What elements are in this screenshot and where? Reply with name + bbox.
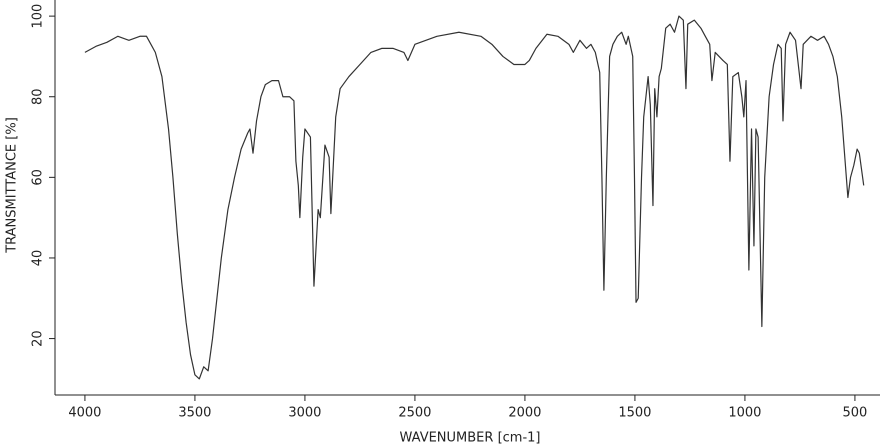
x-tick-label: 3000 bbox=[288, 406, 321, 421]
x-tick-label: 2500 bbox=[398, 406, 431, 421]
x-tick-label: 3500 bbox=[178, 406, 211, 421]
y-tick-label: 100 bbox=[30, 4, 45, 29]
x-tick-label: 2000 bbox=[508, 406, 541, 421]
x-axis-label: WAVENUMBER [cm-1] bbox=[400, 431, 541, 446]
y-axis-label: TRANSMITTANCE [%] bbox=[5, 117, 20, 254]
x-tick-label: 4000 bbox=[68, 406, 101, 421]
y-tick-label: 20 bbox=[31, 330, 46, 347]
y-tick-label: 40 bbox=[31, 250, 46, 267]
x-tick-label: 1000 bbox=[728, 406, 761, 421]
x-tick-label: 1500 bbox=[618, 406, 651, 421]
y-tick-label: 60 bbox=[31, 169, 46, 186]
spectrum-line bbox=[84, 15, 865, 380]
x-tick-label: 500 bbox=[843, 406, 868, 421]
y-tick-label: 80 bbox=[31, 88, 46, 105]
